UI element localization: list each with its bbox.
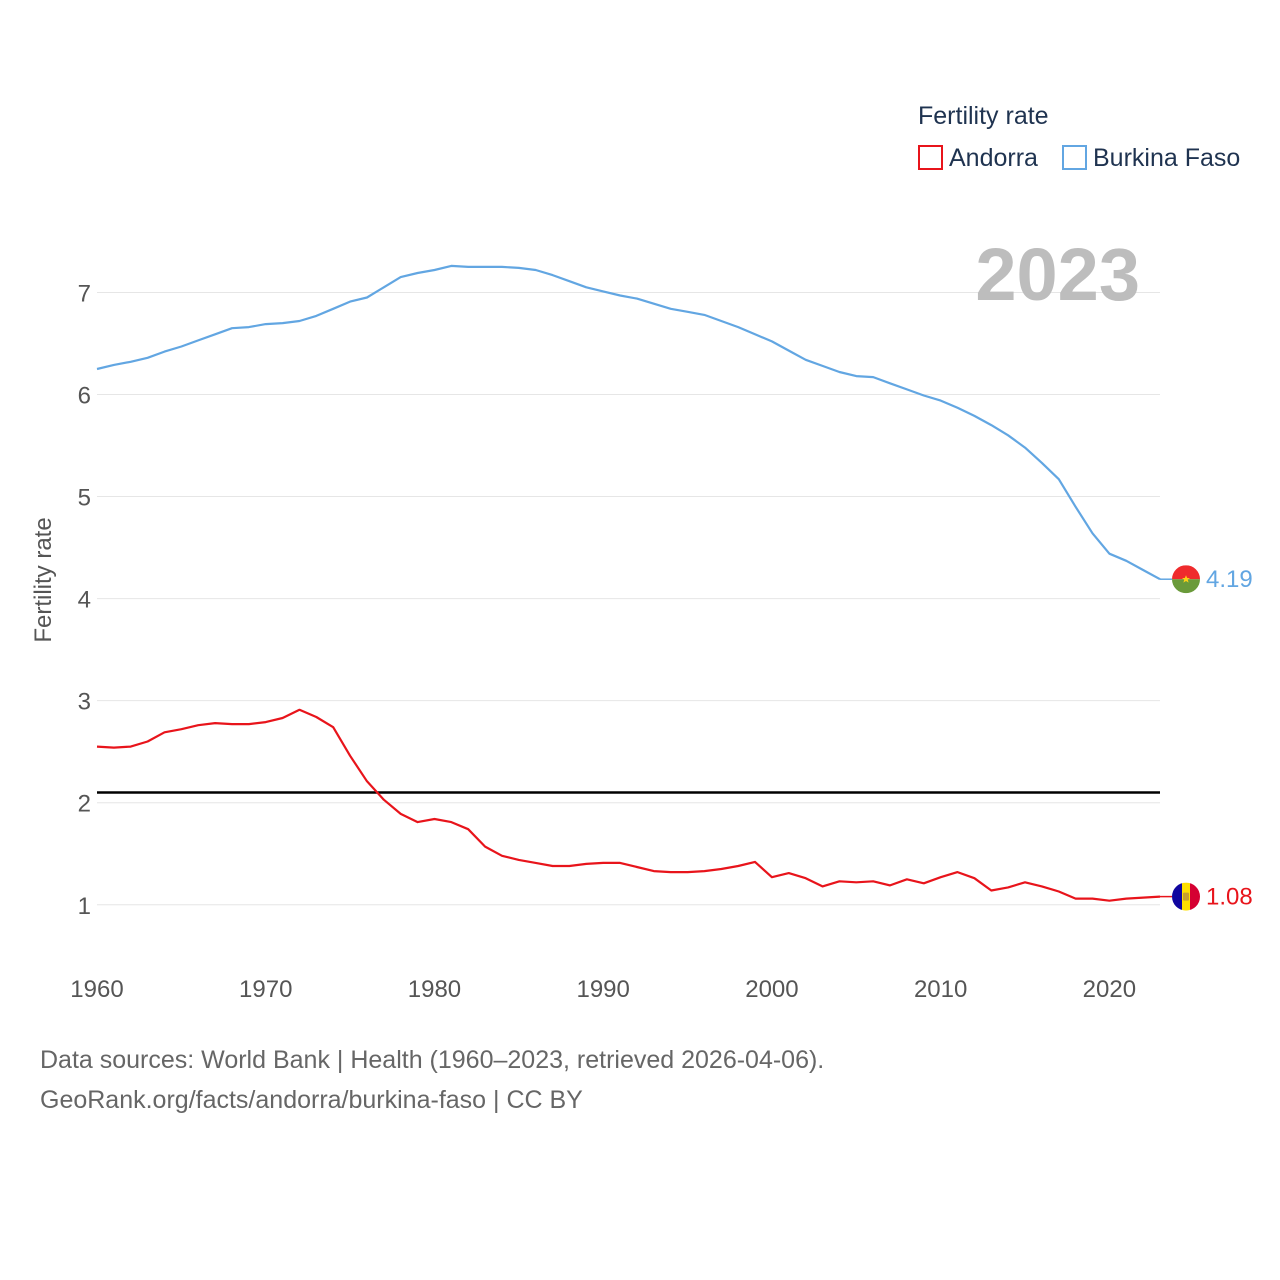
y-tick-label-1: 1 (78, 893, 91, 920)
y-tick-label-7: 7 (78, 280, 91, 307)
y-tick-label-3: 3 (78, 689, 91, 716)
series-line-andorra (96, 708, 1161, 902)
series-lines (96, 264, 1161, 902)
fertility-rate-chart: 1 2 3 4 5 6 7 1960 1970 1980 1990 2000 2010 2020 Fer… (30, 102, 1253, 1003)
x-tick-label-2010: 2010 (914, 976, 967, 1003)
end-value-label-burkina-faso: 4.19 (1206, 566, 1253, 593)
series-end-markers: 1.08 4.19 (1160, 565, 1253, 911)
y-axis-ticks: 1 2 3 4 5 6 7 (78, 280, 91, 919)
legend-swatch-andorra (918, 145, 943, 170)
legend-label-andorra: Andorra (949, 144, 1038, 172)
burkina-faso-flag-icon (1172, 565, 1200, 594)
footer-sources: Data sources: World Bank | Health (1960–… (40, 1046, 825, 1074)
x-tick-label-2020: 2020 (1083, 976, 1136, 1003)
andorra-flag-icon (1172, 882, 1200, 911)
x-axis-ticks: 1960 1970 1980 1990 2000 2010 2020 (70, 976, 1136, 1003)
y-tick-label-5: 5 (78, 485, 91, 512)
x-tick-label-1990: 1990 (576, 976, 629, 1003)
legend-item-burkina-faso[interactable]: Burkina Faso (1062, 144, 1240, 172)
y-axis-label: Fertility rate (30, 517, 57, 642)
y-tick-label-2: 2 (78, 791, 91, 818)
x-tick-label-1960: 1960 (70, 976, 123, 1003)
legend-swatch-burkina-faso (1062, 145, 1087, 170)
legend-item-andorra[interactable]: Andorra (918, 144, 1038, 172)
legend: Fertility rate Andorra Burkina Faso (918, 102, 1240, 172)
grid-lines (97, 291, 1160, 906)
x-tick-label-2000: 2000 (745, 976, 798, 1003)
x-tick-label-1970: 1970 (239, 976, 292, 1003)
current-year-label: 2023 (975, 233, 1140, 316)
y-tick-label-6: 6 (78, 382, 91, 409)
end-value-label-andorra: 1.08 (1206, 884, 1253, 911)
y-tick-label-4: 4 (78, 587, 91, 614)
x-tick-label-1980: 1980 (408, 976, 461, 1003)
footer-link[interactable]: GeoRank.org/facts/andorra/burkina-faso |… (40, 1086, 583, 1114)
legend-label-burkina-faso: Burkina Faso (1093, 144, 1240, 172)
legend-title: Fertility rate (918, 102, 1049, 130)
series-line-burkina-faso (96, 264, 1161, 581)
